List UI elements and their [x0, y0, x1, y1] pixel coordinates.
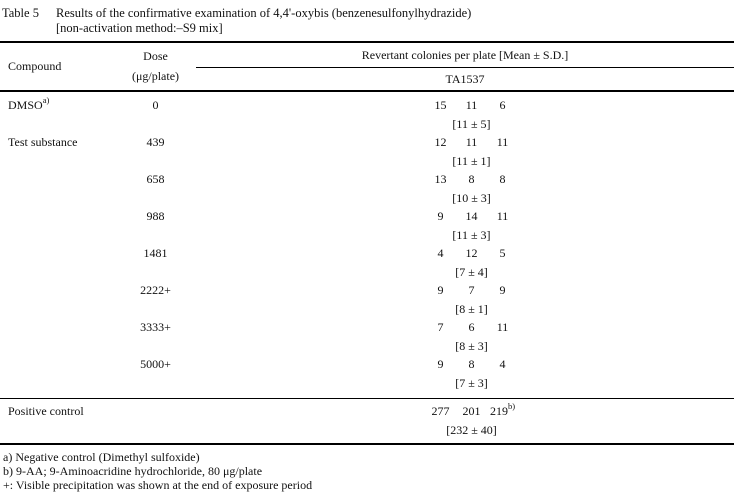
table-row: Positive control 277 201 219b): [0, 402, 734, 421]
table-row-mean: [11 ± 5]: [0, 115, 734, 133]
footnote-b: b) 9-AA; 9-Aminoacridine hydrochloride, …: [3, 464, 263, 478]
mean-sd-cell: [7 ± 3]: [455, 375, 488, 390]
mean-sd-cell: [8 ± 1]: [455, 301, 488, 316]
count-cell: 11: [496, 320, 509, 334]
dose-cell: 439: [146, 135, 165, 149]
count-cell: 13: [434, 172, 447, 186]
count-cell: 9: [437, 357, 444, 371]
table-row-mean: [7 ± 3]: [0, 374, 734, 392]
table-row: 5000+ 9 8 4: [0, 355, 734, 374]
table-row-mean: [8 ± 3]: [0, 337, 734, 355]
table-row-mean: [11 ± 1]: [0, 152, 734, 170]
count-cell: 6: [499, 98, 506, 112]
mean-sd-cell: [11 ± 3]: [452, 227, 491, 242]
count-cell: 7: [468, 283, 475, 297]
table-row: Test substance 439 12 11 11: [0, 133, 734, 152]
count-cell: 277: [431, 404, 450, 418]
count-cell: 12: [434, 135, 447, 149]
count-cell: 11: [496, 135, 509, 149]
count-cell: 201: [462, 404, 481, 418]
dose-header-line2: (μg/plate): [131, 69, 180, 83]
footnote-a: a) Negative control (Dimethyl sulfoxide): [3, 450, 200, 464]
count-cell: 9: [437, 283, 444, 297]
compound-cell: DMSOa): [8, 95, 50, 112]
table-row: DMSOa) 0 15 11 6: [0, 96, 734, 115]
column-header-revertant: Revertant colonies per plate [Mean ± S.D…: [196, 43, 734, 68]
table-row-mean: [10 ± 3]: [0, 189, 734, 207]
count-cell: 9: [437, 209, 444, 223]
count-cell: 9: [499, 283, 506, 297]
mean-sd-cell: [232 ± 40]: [446, 422, 497, 437]
table-row: 2222+ 9 7 9: [0, 281, 734, 300]
count-cell: 15: [434, 98, 447, 112]
table-row-mean: [7 ± 4]: [0, 263, 734, 281]
count-cell: 12: [465, 246, 478, 260]
table-row-mean: [8 ± 1]: [0, 300, 734, 318]
compound-cell: Positive control: [8, 404, 84, 418]
footnotes: a) Negative control (Dimethyl sulfoxide)…: [0, 445, 734, 492]
table-body: DMSOa) 0 15 11 6 [11 ± 5] Test substance…: [0, 92, 734, 398]
dose-cell: 3333+: [140, 320, 171, 334]
column-header-dose: Dose (μg/plate): [115, 43, 196, 90]
count-cell: 8: [468, 357, 475, 371]
dose-cell: 0: [152, 98, 159, 112]
mean-sd-cell: [11 ± 5]: [452, 116, 491, 131]
count-cell: 5: [499, 246, 506, 260]
table-row-mean: [232 ± 40]: [0, 421, 734, 439]
table-header: Compound Dose (μg/plate) Revertant colon…: [0, 43, 734, 92]
count-cell: 14: [465, 209, 478, 223]
count-cell: 6: [468, 320, 475, 334]
count-cell: 4: [499, 357, 506, 371]
compound-cell: Test substance: [8, 135, 78, 149]
column-header-compound: Compound: [8, 59, 62, 73]
dose-header-line1: Dose: [143, 49, 168, 63]
results-table: Compound Dose (μg/plate) Revertant colon…: [0, 41, 734, 445]
dose-cell: 658: [146, 172, 165, 186]
mean-sd-cell: [7 ± 4]: [455, 264, 488, 279]
count-cell: 11: [465, 98, 478, 112]
count-cell: 8: [499, 172, 506, 186]
table-row: 1481 4 12 5: [0, 244, 734, 263]
table-row: 3333+ 7 6 11: [0, 318, 734, 337]
footnote-plus: +: Visible precipitation was shown at th…: [3, 478, 313, 492]
count-cell: 4: [437, 246, 444, 260]
table-number: Table 5: [2, 6, 39, 20]
mean-sd-cell: [10 ± 3]: [452, 190, 491, 205]
table-title: Results of the confirmative examination …: [56, 6, 471, 41]
table-row-mean: [11 ± 3]: [0, 226, 734, 244]
table-caption: Table 5 Results of the confirmative exam…: [0, 0, 734, 41]
mean-sd-cell: [11 ± 1]: [452, 153, 491, 168]
positive-control-section: Positive control 277 201 219b) [232 ± 40…: [0, 398, 734, 445]
footnote-marker: a): [42, 95, 50, 105]
table-title-line1: Results of the confirmative examination …: [56, 6, 472, 20]
column-header-strain: TA1537: [445, 71, 485, 86]
count-cell: 7: [437, 320, 444, 334]
dose-cell: 2222+: [140, 283, 171, 297]
mean-sd-cell: [8 ± 3]: [455, 338, 488, 353]
table-row: 658 13 8 8: [0, 170, 734, 189]
column-header-revertant-group: Revertant colonies per plate [Mean ± S.D…: [196, 43, 734, 90]
table-row: 988 9 14 11: [0, 207, 734, 226]
count-cell: 219b): [489, 401, 516, 418]
count-cell: 11: [465, 135, 478, 149]
count-cell: 8: [468, 172, 475, 186]
footnote-marker: b): [507, 401, 516, 411]
dose-cell: 5000+: [140, 357, 171, 371]
dose-cell: 1481: [143, 246, 168, 260]
table-title-line2: [non-activation method:–S9 mix]: [56, 21, 223, 35]
count-cell: 11: [496, 209, 509, 223]
dose-cell: 988: [146, 209, 165, 223]
